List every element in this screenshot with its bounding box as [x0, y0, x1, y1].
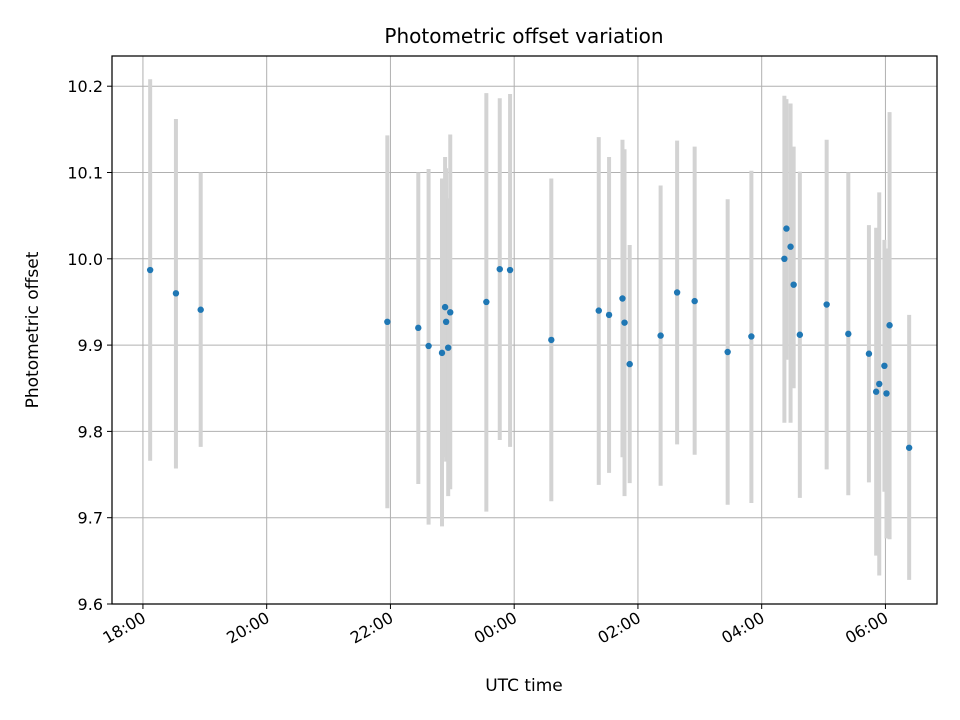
- data-point: [790, 281, 797, 288]
- y-tick-label: 9.9: [78, 336, 103, 355]
- data-point: [548, 336, 555, 344]
- data-point: [621, 319, 628, 326]
- error-bars: [148, 79, 912, 580]
- data-point: [781, 255, 788, 263]
- chart-title: Photometric offset variation: [384, 24, 663, 48]
- y-tick-label: 10.0: [67, 250, 103, 269]
- data-point: [172, 290, 180, 297]
- data-point: [425, 342, 432, 350]
- data-point: [823, 301, 830, 308]
- data-point: [865, 350, 873, 357]
- data-point: [447, 309, 454, 316]
- data-point: [872, 388, 880, 395]
- y-tick-label: 10.1: [67, 164, 103, 183]
- data-point: [845, 330, 852, 338]
- data-point: [673, 289, 681, 296]
- x-tick-label: 06:00: [842, 608, 891, 648]
- x-tick-label: 04:00: [718, 608, 767, 648]
- data-point: [438, 349, 446, 357]
- data-point: [441, 303, 449, 311]
- y-tick-label: 9.7: [78, 509, 103, 528]
- data-point: [905, 444, 913, 451]
- y-axis-title: Photometric offset: [23, 251, 43, 408]
- data-point: [886, 322, 893, 329]
- data-point: [506, 266, 514, 274]
- data-point: [444, 344, 452, 351]
- x-tick-label: 22:00: [347, 608, 396, 648]
- data-point: [626, 360, 633, 368]
- grid: [112, 56, 937, 605]
- x-tick-label: 02:00: [595, 608, 644, 648]
- data-point: [657, 332, 664, 339]
- x-tick-label: 18:00: [100, 608, 149, 648]
- data-point: [883, 390, 890, 397]
- data-point: [496, 265, 503, 273]
- data-point: [691, 297, 698, 305]
- y-tick-label: 9.6: [78, 595, 103, 614]
- x-axis-ticks: 18:00 20:00 22:00 00:00 02:00 04:00 06:00: [100, 604, 891, 648]
- x-axis-title: UTC time: [485, 676, 563, 696]
- y-tick-label: 9.8: [78, 422, 103, 441]
- y-axis-ticks: 9.6 9.7 9.8 9.9 10.0 10.1 10.2: [67, 77, 112, 614]
- data-point: [595, 307, 602, 314]
- data-point: [619, 295, 626, 302]
- data-points: [146, 225, 913, 451]
- data-point: [384, 318, 391, 326]
- data-point: [724, 348, 731, 356]
- x-tick-label: 20:00: [223, 608, 272, 648]
- y-tick-label: 10.2: [67, 77, 103, 96]
- x-tick-label: 00:00: [471, 608, 520, 648]
- data-point: [415, 324, 422, 332]
- data-point: [783, 225, 790, 232]
- data-point: [748, 333, 755, 340]
- data-point: [605, 311, 613, 319]
- plot-frame: [111, 55, 938, 605]
- data-point: [442, 318, 450, 326]
- data-point: [796, 331, 804, 338]
- data-point: [197, 306, 204, 313]
- data-point: [876, 380, 883, 388]
- data-point: [146, 266, 154, 274]
- data-point: [787, 243, 794, 250]
- data-point: [483, 298, 490, 306]
- data-point: [881, 362, 888, 370]
